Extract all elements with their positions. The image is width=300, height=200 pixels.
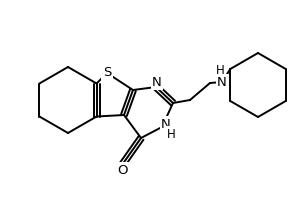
Text: N: N <box>217 75 227 88</box>
Text: N: N <box>152 75 162 88</box>
Text: N: N <box>161 117 171 130</box>
Text: H: H <box>167 128 176 140</box>
Text: H: H <box>216 64 224 77</box>
Text: O: O <box>117 164 127 176</box>
Text: S: S <box>103 66 111 79</box>
